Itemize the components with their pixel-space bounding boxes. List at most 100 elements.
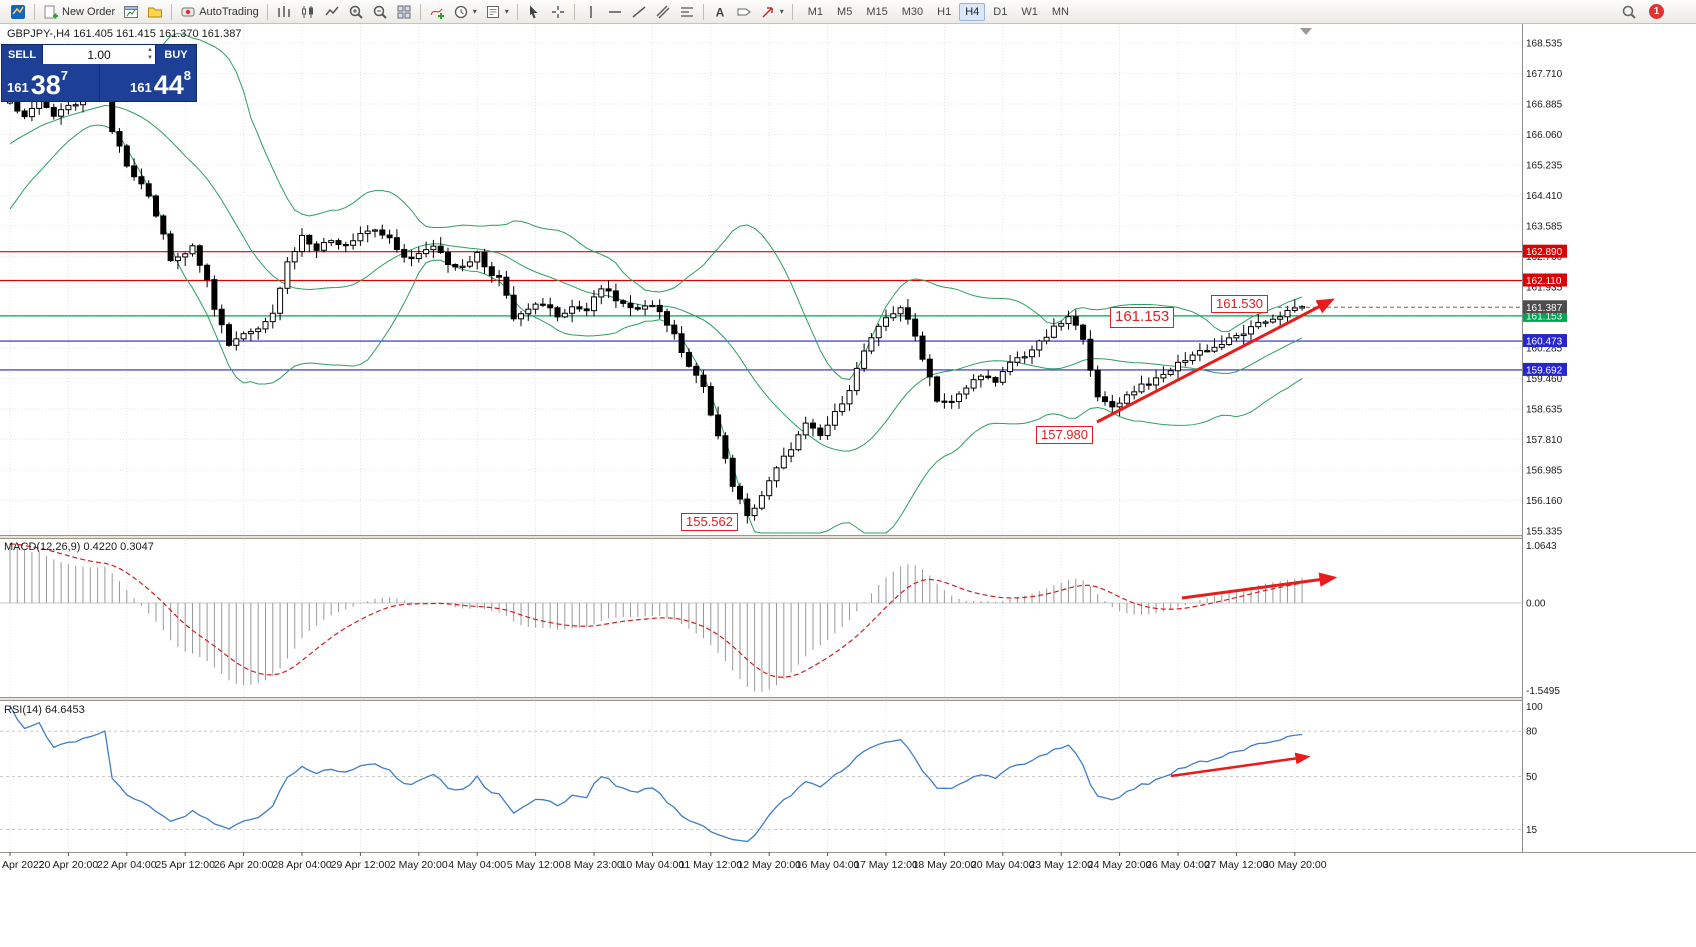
toolbar-separator xyxy=(419,3,421,20)
zoom-out-button[interactable] xyxy=(368,1,392,23)
app-logo-button[interactable] xyxy=(6,1,30,23)
toolbar-separator xyxy=(702,3,704,20)
label-tool-button[interactable] xyxy=(732,1,756,23)
volume-down-icon[interactable]: ▼ xyxy=(147,55,153,61)
cursor-tool-button[interactable] xyxy=(522,1,546,23)
svg-text:166.060: 166.060 xyxy=(1526,130,1563,141)
svg-text:28 Apr 04:00: 28 Apr 04:00 xyxy=(272,859,332,871)
notification-badge[interactable]: 1 xyxy=(1649,4,1664,19)
svg-text:155.335: 155.335 xyxy=(1526,527,1563,538)
candlestick-chart-icon xyxy=(301,5,313,18)
svg-text:15: 15 xyxy=(1526,825,1538,836)
svg-text:156.160: 156.160 xyxy=(1526,496,1563,507)
indicators-button[interactable] xyxy=(425,1,449,23)
timeframe-h1[interactable]: H1 xyxy=(937,5,952,18)
line-chart-icon xyxy=(325,6,339,15)
price-annotation-161.153[interactable]: 161.153 xyxy=(1110,307,1175,328)
bar-chart-button[interactable] xyxy=(272,1,296,23)
arrow-tool-icon xyxy=(762,6,773,18)
svg-text:20 Apr 20:00: 20 Apr 20:00 xyxy=(39,859,99,871)
candle-chart-button[interactable] xyxy=(296,1,320,23)
price-annotation-161.530[interactable]: 161.530 xyxy=(1211,295,1268,314)
text-tool-button[interactable]: A xyxy=(708,1,732,23)
svg-text:168.535: 168.535 xyxy=(1526,38,1563,49)
price-tag-160.473 xyxy=(1523,334,1567,348)
buy-button[interactable]: BUY xyxy=(156,45,196,64)
horizontal-line-tool-button[interactable] xyxy=(603,1,627,23)
timeframe-mn[interactable]: MN xyxy=(1051,5,1069,18)
trend-arrow[interactable] xyxy=(1181,572,1338,600)
trade-panel-controls: SELL 1.00 ▲ ▼ BUY xyxy=(2,45,196,64)
sell-button[interactable]: SELL xyxy=(2,45,42,64)
svg-text:24 May 20:00: 24 May 20:00 xyxy=(1088,859,1152,871)
svg-text:160.473: 160.473 xyxy=(1526,337,1563,348)
svg-text:161.387: 161.387 xyxy=(1526,303,1563,314)
trend-arrow[interactable] xyxy=(1170,752,1311,778)
price-tag-161.387 xyxy=(1523,300,1567,314)
timeframe-w1[interactable]: W1 xyxy=(1021,5,1038,18)
volume-value: 1.00 xyxy=(87,47,111,62)
search-button[interactable] xyxy=(1617,1,1641,23)
chevron-down-icon: ▾ xyxy=(472,7,477,16)
svg-text:162.890: 162.890 xyxy=(1526,247,1563,258)
volume-input[interactable]: 1.00 ▲ ▼ xyxy=(42,45,156,64)
svg-text:167.710: 167.710 xyxy=(1526,69,1563,80)
toolbar-separator xyxy=(791,3,793,20)
price-annotation-157.980[interactable]: 157.980 xyxy=(1036,426,1093,445)
tile-windows-icon xyxy=(397,5,411,18)
svg-text:Apr 2022: Apr 2022 xyxy=(2,859,45,871)
horizontal-lines[interactable] xyxy=(0,251,1522,371)
timeframe-d1[interactable]: D1 xyxy=(993,5,1008,18)
profiles-button[interactable] xyxy=(143,1,167,23)
volume-spinner[interactable]: ▲ ▼ xyxy=(147,46,153,62)
svg-text:4 May 04:00: 4 May 04:00 xyxy=(448,859,506,871)
trendline-tool-button[interactable] xyxy=(627,1,651,23)
timeframe-group: M1 M5 M15 M30 H1 H4 D1 W1 MN xyxy=(801,2,1076,21)
channel-tool-button[interactable] xyxy=(651,1,675,23)
templates-button[interactable]: ▾ xyxy=(481,1,513,23)
timeframe-m5[interactable]: M5 xyxy=(837,5,853,18)
new-order-label: New Order xyxy=(62,5,116,18)
arrows-tool-button[interactable]: ▾ xyxy=(756,1,788,23)
text-icon: A xyxy=(715,5,724,19)
price-annotation-155.562[interactable]: 155.562 xyxy=(681,513,738,532)
timeframe-m15[interactable]: M15 xyxy=(866,5,888,18)
periods-button[interactable]: ▾ xyxy=(449,1,481,23)
svg-text:166.885: 166.885 xyxy=(1526,99,1563,110)
new-order-button[interactable]: New Order xyxy=(39,1,119,23)
template-icon xyxy=(486,5,499,18)
text-label-icon xyxy=(737,8,751,15)
svg-text:26 May 04:00: 26 May 04:00 xyxy=(1146,859,1210,871)
svg-text:161.110: 161.110 xyxy=(1526,313,1562,324)
svg-text:27 May 12:00: 27 May 12:00 xyxy=(1205,859,1269,871)
volume-up-icon[interactable]: ▲ xyxy=(147,47,153,53)
bid-pipette: 7 xyxy=(60,68,68,83)
zoom-in-button[interactable] xyxy=(344,1,368,23)
timeframe-m1[interactable]: M1 xyxy=(807,5,824,18)
rsi-indicator-label: RSI(14) 64.6453 xyxy=(4,704,85,716)
new-order-icon xyxy=(44,5,58,18)
trend-arrows[interactable] xyxy=(1096,298,1338,778)
autotrading-button[interactable]: AutoTrading xyxy=(176,1,263,23)
fibonacci-tool-button[interactable] xyxy=(675,1,699,23)
svg-text:29 Apr 12:00: 29 Apr 12:00 xyxy=(331,859,391,871)
tile-windows-button[interactable] xyxy=(392,1,416,23)
toolbar-separator xyxy=(266,3,268,20)
ask-whole: 161 xyxy=(130,80,152,95)
line-chart-button[interactable] xyxy=(320,1,344,23)
toolbar-separator xyxy=(34,3,35,20)
price-tag-162.890 xyxy=(1523,244,1567,258)
bid-price[interactable]: 161 38 7 xyxy=(2,64,99,101)
autotrading-label: AutoTrading xyxy=(199,5,259,18)
svg-text:26 Apr 20:00: 26 Apr 20:00 xyxy=(214,859,274,871)
charts-button[interactable] xyxy=(119,1,143,23)
ask-price[interactable]: 161 44 8 xyxy=(98,64,197,101)
price-scale: 168.535 167.710 166.885 166.060 165.235 164.4… xyxy=(1522,24,1696,852)
toolbar-separator xyxy=(171,3,173,20)
svg-text:156.985: 156.985 xyxy=(1526,465,1563,476)
timeframe-h4[interactable]: H4 xyxy=(959,2,986,21)
crosshair-tool-button[interactable] xyxy=(546,1,570,23)
vertical-line-tool-button[interactable] xyxy=(579,1,603,23)
timeframe-m30[interactable]: M30 xyxy=(901,5,924,18)
